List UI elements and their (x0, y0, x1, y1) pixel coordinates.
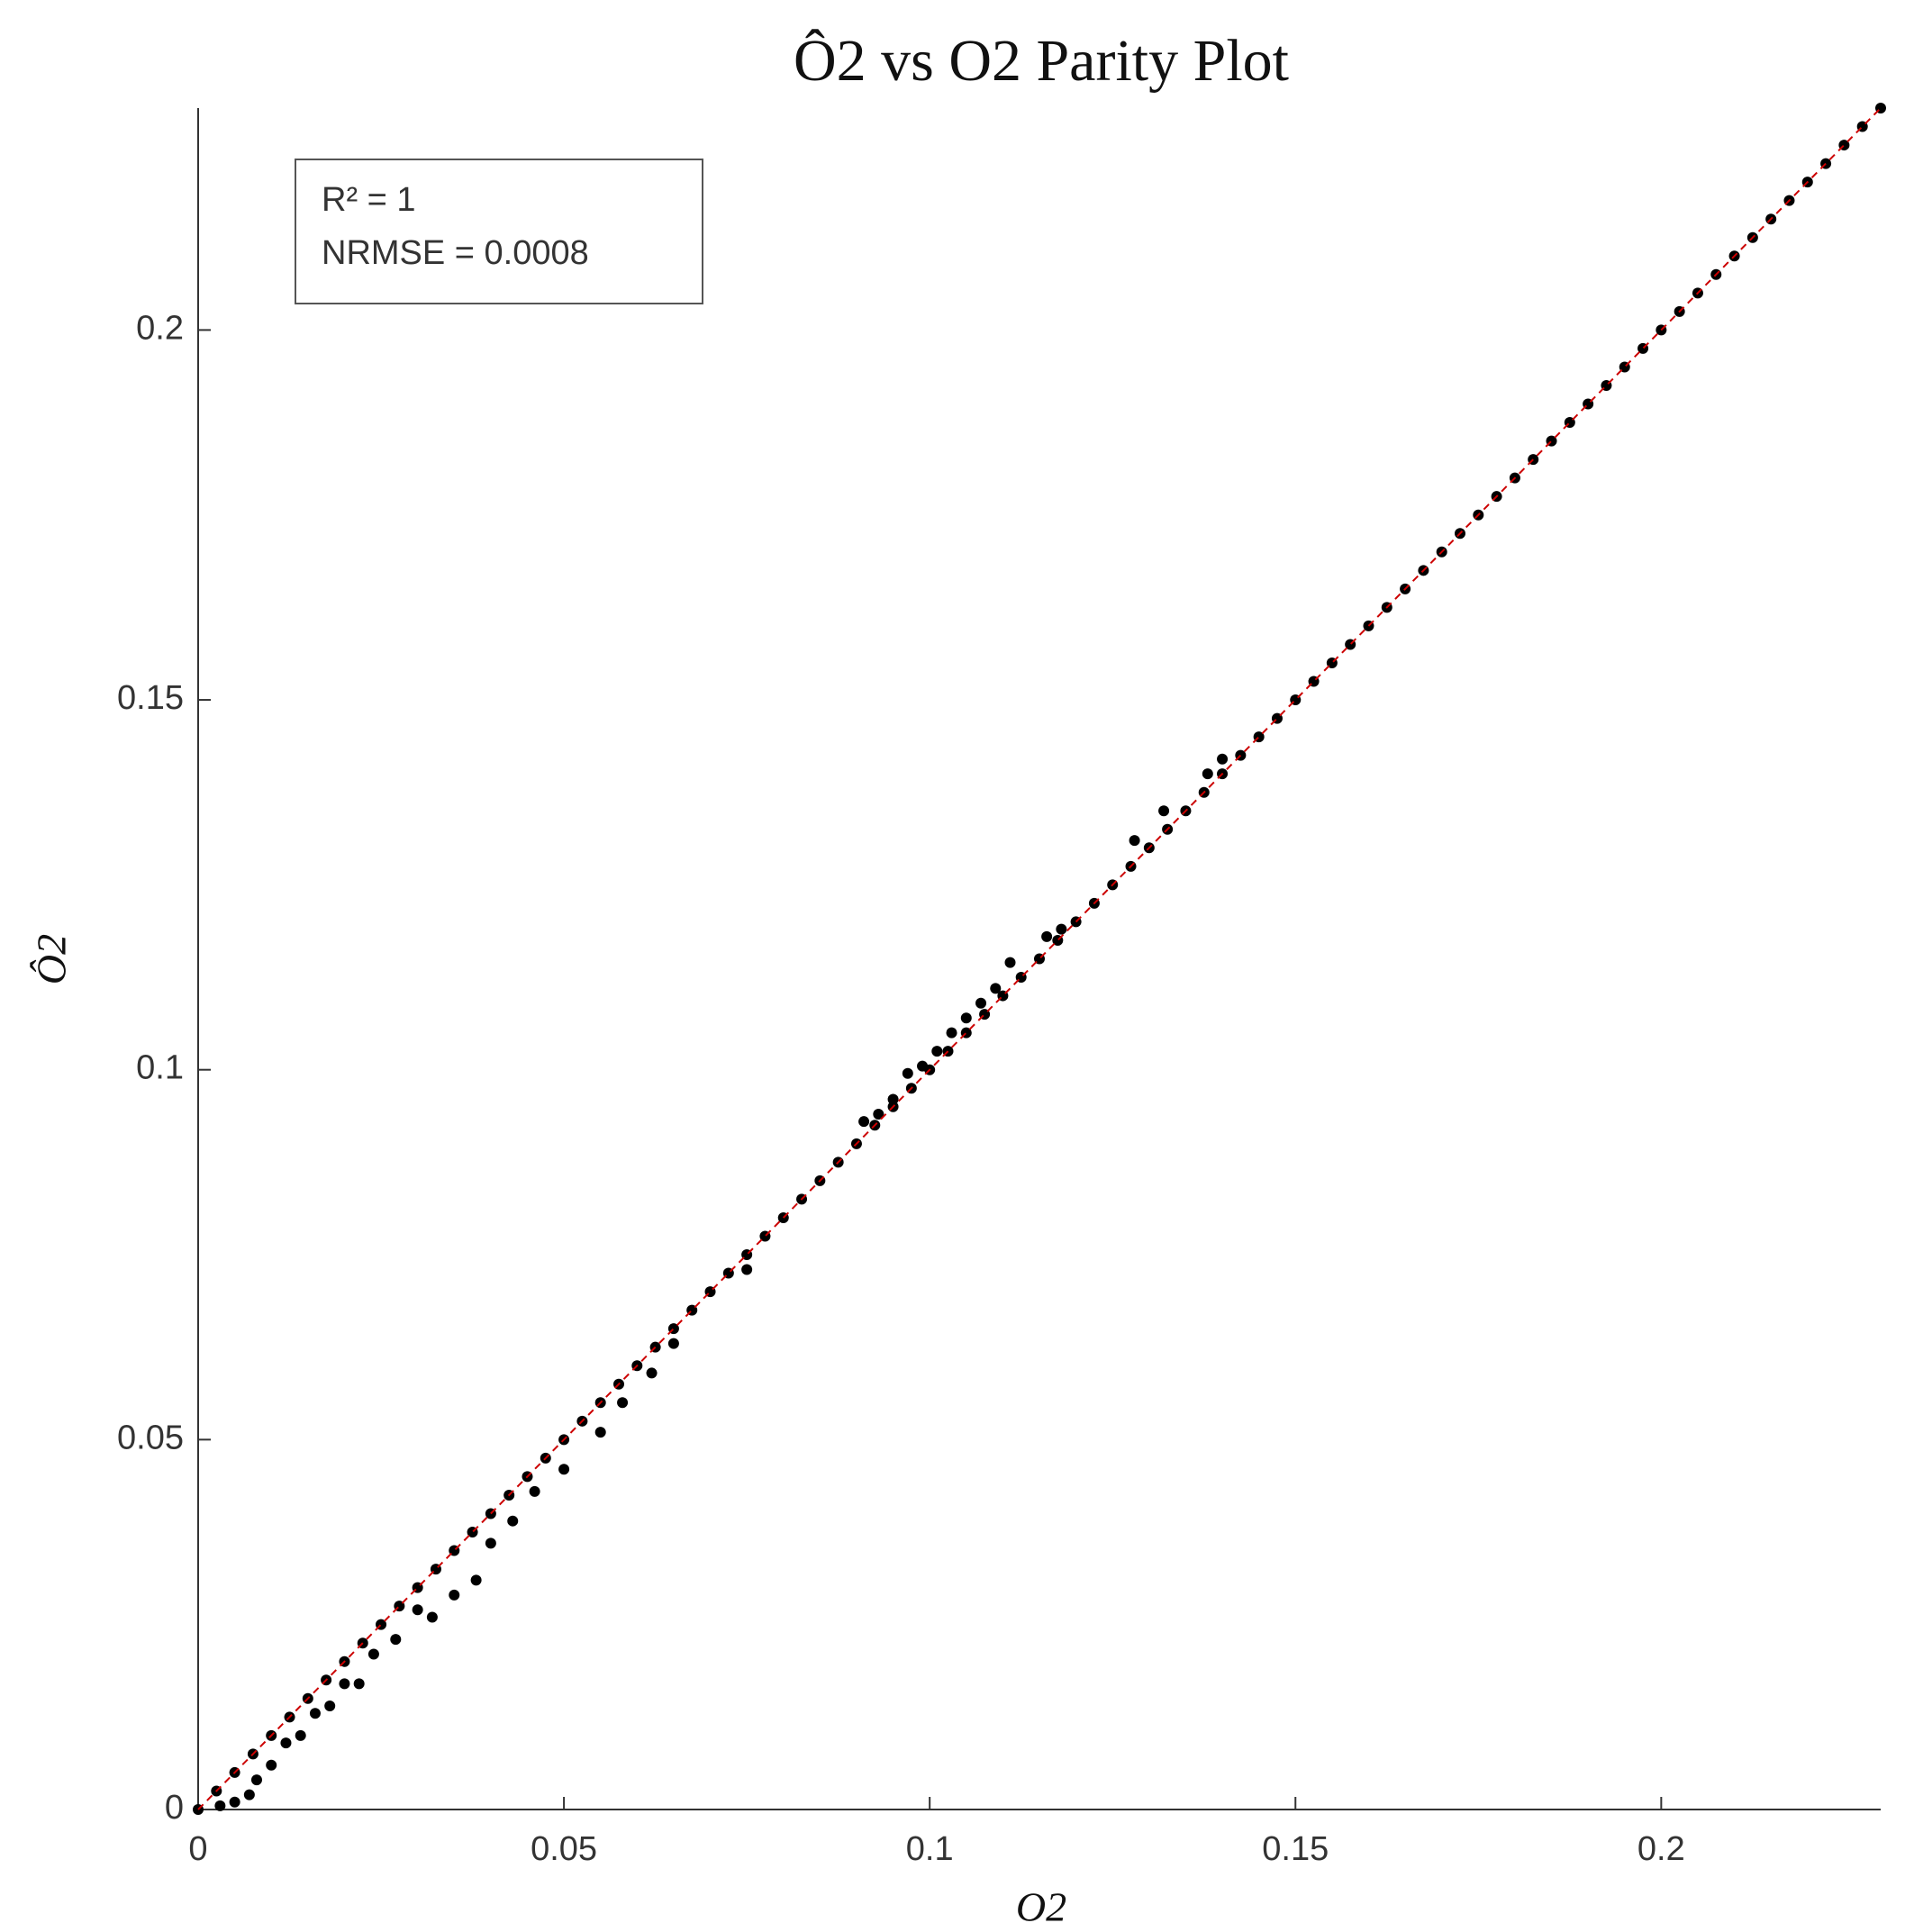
point (946, 1027, 957, 1039)
y-tick-label: 0.2 (136, 309, 184, 347)
annotation: R² = 1 (322, 181, 416, 219)
point (1217, 753, 1229, 765)
point (1004, 957, 1016, 968)
point (558, 1464, 570, 1475)
point (280, 1737, 292, 1749)
x-tick-label: 0.15 (1262, 1830, 1329, 1868)
y-tick-label: 0.1 (136, 1049, 184, 1087)
point (858, 1116, 870, 1128)
chart-title: Ô2 vs O2 Parity Plot (794, 28, 1289, 94)
point (426, 1611, 438, 1623)
point (529, 1485, 540, 1497)
x-tick-label: 0 (188, 1830, 207, 1868)
y-tick-label: 0.15 (117, 679, 184, 717)
point (667, 1338, 679, 1349)
point (250, 1774, 262, 1786)
point (470, 1574, 482, 1586)
point (485, 1537, 496, 1549)
point (887, 1093, 899, 1105)
annotation: NRMSE = 0.0008 (322, 234, 589, 272)
point (960, 1012, 972, 1024)
point (412, 1604, 423, 1616)
point (931, 1046, 943, 1057)
point (367, 1648, 379, 1660)
point (1158, 805, 1170, 817)
point (1129, 835, 1140, 847)
point (339, 1678, 350, 1690)
point (646, 1367, 658, 1379)
point (295, 1729, 306, 1741)
point (266, 1759, 277, 1771)
y-axis-label: Ô2 (29, 934, 75, 984)
x-axis-label: O2 (1016, 1884, 1066, 1930)
x-tick-label: 0.1 (906, 1830, 954, 1868)
point (507, 1515, 519, 1527)
point (309, 1708, 321, 1719)
point (617, 1397, 629, 1409)
point (902, 1067, 913, 1079)
point (390, 1634, 402, 1646)
point (917, 1060, 929, 1072)
point (975, 997, 987, 1009)
point (594, 1427, 606, 1438)
y-tick-label: 0 (165, 1789, 184, 1827)
annotation-box (295, 159, 703, 304)
point (324, 1701, 336, 1712)
parity-line (197, 107, 1882, 1810)
point (353, 1678, 365, 1690)
point (990, 983, 1002, 994)
point (243, 1789, 255, 1800)
point (229, 1796, 240, 1808)
y-tick-label: 0.05 (117, 1419, 184, 1456)
point (873, 1108, 884, 1120)
point (449, 1589, 460, 1601)
point (1041, 930, 1053, 942)
point (214, 1800, 226, 1811)
x-tick-label: 0.05 (531, 1830, 597, 1868)
point (741, 1264, 753, 1275)
x-tick-label: 0.2 (1637, 1830, 1685, 1868)
point (1202, 768, 1213, 780)
point (1056, 923, 1067, 935)
